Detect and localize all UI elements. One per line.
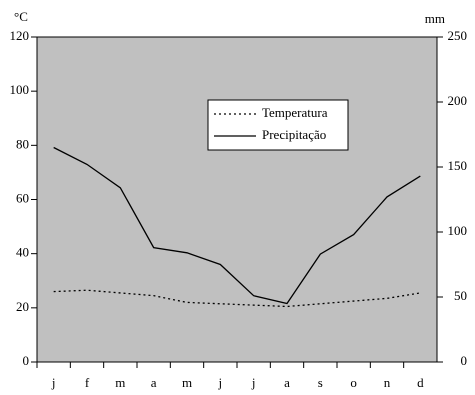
- x-tick-label: d: [417, 375, 424, 390]
- x-tick-label: n: [384, 375, 391, 390]
- x-tick-label: f: [85, 375, 90, 390]
- x-tick-label: s: [318, 375, 323, 390]
- x-tick-label: a: [151, 375, 157, 390]
- y2-tick-label: 200: [448, 93, 468, 108]
- y2-tick-label: 100: [448, 223, 468, 238]
- y-tick-label: 60: [16, 190, 29, 205]
- y-tick-label: 120: [10, 28, 30, 43]
- y2-tick-label: 150: [448, 158, 468, 173]
- legend-label: Precipitação: [262, 127, 326, 142]
- plot-area: [36, 36, 438, 363]
- x-tick-label: j: [218, 375, 223, 390]
- x-tick-label: j: [51, 375, 56, 390]
- y-tick-label: 100: [10, 82, 30, 97]
- y2-tick-label: 250: [448, 28, 468, 43]
- y-tick-label: 0: [23, 353, 30, 368]
- series-line: [53, 289, 421, 308]
- y2-tick-label: 50: [454, 288, 467, 303]
- y2-tick-label: 0: [461, 353, 468, 368]
- x-tick-label: o: [350, 375, 357, 390]
- y-tick-label: 80: [16, 136, 29, 151]
- x-tick-label: a: [284, 375, 290, 390]
- y-unit: °C: [14, 9, 28, 24]
- x-tick-label: j: [251, 375, 256, 390]
- legend-label: Temperatura: [262, 105, 328, 120]
- y-tick-label: 20: [16, 299, 29, 314]
- x-tick-label: m: [115, 375, 125, 390]
- series-line: [53, 146, 421, 305]
- legend-box: [207, 99, 349, 151]
- x-tick-label: m: [182, 375, 192, 390]
- y-tick-label: 40: [16, 245, 29, 260]
- y2-unit: mm: [425, 11, 445, 26]
